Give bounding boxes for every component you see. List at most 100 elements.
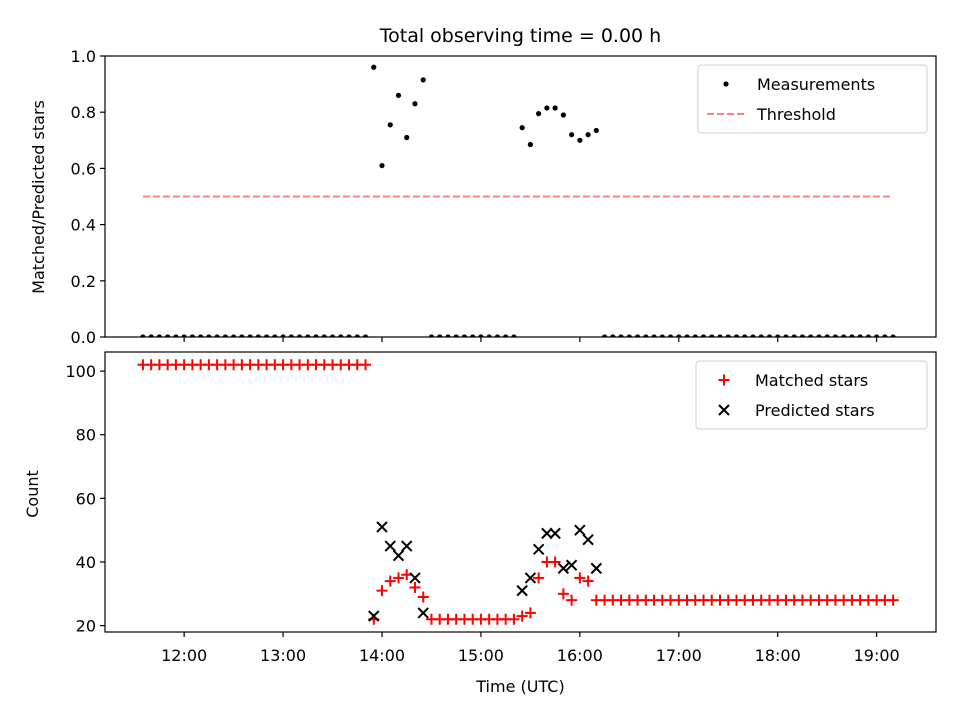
top-data-point [198, 334, 204, 337]
bottom-legend-box [695, 360, 928, 430]
bottom-data-point [516, 584, 528, 597]
bottom-data-point [384, 575, 396, 587]
top-data-point [544, 105, 550, 111]
bottom-data-point [409, 572, 421, 584]
legend-swatch [723, 81, 729, 87]
bottom-data-point [574, 524, 586, 536]
top-data-point [766, 334, 773, 337]
bottom-data-point [368, 610, 380, 622]
bottom-data-point [376, 521, 388, 533]
top-data-point [857, 334, 863, 337]
top-data-point [148, 334, 154, 337]
top-data-point [453, 334, 459, 337]
bottom-data-point [887, 594, 899, 606]
top-data-point [272, 334, 278, 337]
top-data-point [775, 334, 781, 337]
top-data-point [841, 334, 847, 337]
bottom-data-point [574, 572, 586, 584]
top-data-point [626, 334, 632, 337]
top-data-point [255, 334, 261, 337]
top-data-point [445, 334, 451, 337]
bottom-data-point [401, 540, 413, 552]
bottom-data-point [532, 543, 545, 555]
top-data-point [222, 334, 228, 337]
x-tick-label: 15:00 [458, 646, 504, 665]
top-data-point [165, 334, 171, 337]
top-legend-label: Measurements [757, 75, 875, 94]
top-y-tick-label: 0.4 [71, 216, 96, 235]
top-data-point [296, 334, 303, 337]
bottom-y-tick-label: 80 [76, 426, 96, 445]
top-data-point [395, 92, 402, 98]
bottom-data-point [417, 607, 429, 619]
top-data-point [371, 64, 377, 70]
top-data-point [733, 334, 740, 337]
top-data-point [865, 334, 871, 337]
x-tick-label: 18:00 [755, 646, 801, 665]
top-data-point [758, 334, 764, 337]
bottom-series-1 [368, 521, 603, 622]
top-legend-box [697, 64, 928, 134]
top-data-point [700, 334, 707, 337]
top-y-tick-label: 0.6 [71, 159, 96, 178]
bottom-data-point [565, 559, 578, 571]
top-data-point [816, 334, 822, 337]
top-data-point [536, 111, 542, 117]
top-data-point [618, 334, 624, 337]
top-data-point [280, 334, 286, 337]
bottom-panel: 20 40 60 80 100 12:00 13:00 14:00 15:00 16:00 17:0… [65, 351, 937, 665]
bottom-data-point [392, 572, 404, 584]
top-data-point [362, 334, 369, 337]
top-data-point [552, 105, 558, 111]
top-data-point [239, 334, 245, 337]
top-panel: 0.0 0.2 0.4 0.6 0.8 1.0 Measurements Threshold [71, 47, 937, 347]
top-data-point [173, 334, 179, 337]
top-data-point [519, 125, 525, 131]
bottom-data-point [508, 613, 520, 625]
top-data-point [742, 334, 748, 337]
top-data-point [470, 334, 476, 337]
top-data-point [354, 334, 360, 337]
bottom-data-point [582, 534, 594, 546]
bottom-legend: Matched stars Predicted stars [695, 360, 928, 430]
x-tick-label: 14:00 [359, 646, 405, 665]
top-data-point [247, 334, 253, 337]
top-legend-item: Threshold [707, 105, 836, 124]
bottom-data-point [360, 359, 372, 371]
top-legend-label: Threshold [756, 105, 836, 124]
top-axes-frame [104, 55, 937, 338]
x-axis-label: Time (UTC) [475, 677, 564, 696]
top-data-point [882, 334, 888, 337]
bottom-data-point [549, 556, 561, 568]
bottom-axes-frame [104, 351, 937, 633]
top-data-point [560, 112, 566, 118]
top-data-point [404, 134, 410, 141]
top-data-point [313, 334, 319, 337]
top-series-0 [140, 64, 896, 337]
bottom-data-point [417, 591, 429, 603]
bottom-data-point [557, 562, 570, 575]
top-data-point [181, 334, 187, 337]
bottom-data-point [392, 549, 405, 562]
top-data-point [387, 122, 393, 128]
bottom-data-point [533, 572, 545, 584]
top-data-point [874, 334, 880, 337]
top-y-tick-label: 0.2 [71, 272, 96, 291]
top-data-point [783, 334, 789, 337]
bottom-series-0 [137, 359, 899, 625]
top-data-point [643, 334, 649, 337]
top-data-point [799, 334, 806, 337]
top-data-point [808, 334, 814, 337]
bottom-data-point [376, 585, 388, 597]
top-data-point [832, 334, 839, 337]
bottom-data-point [409, 581, 421, 593]
top-data-point [321, 334, 327, 337]
top-data-point [437, 334, 443, 337]
bottom-data-point [590, 562, 603, 575]
top-data-point [577, 137, 583, 143]
top-data-point [140, 334, 146, 337]
bottom-data-point [557, 588, 569, 600]
top-data-point [305, 334, 311, 337]
bottom-y-tick-label: 20 [76, 617, 96, 636]
